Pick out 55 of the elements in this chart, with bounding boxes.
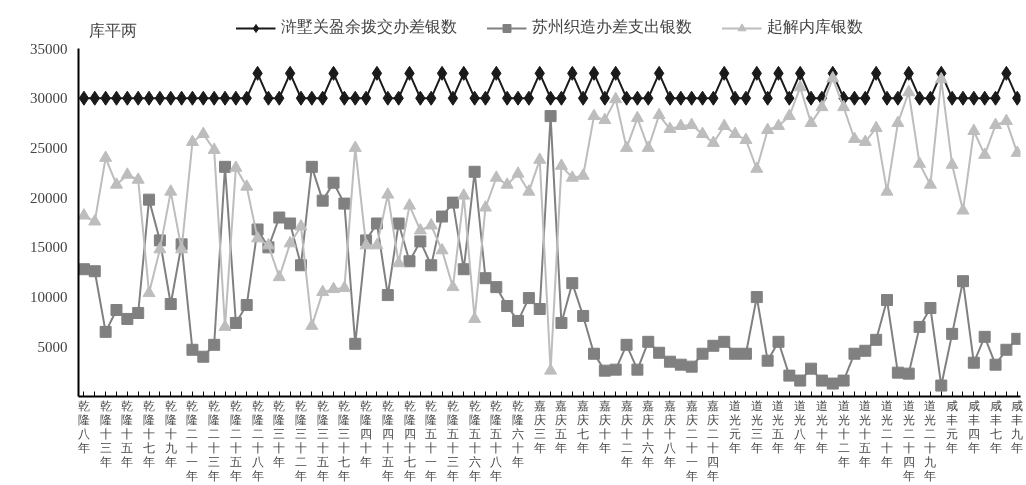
x-tick-label: 乾隆四十七年 <box>403 398 416 483</box>
legend-label: 苏州织造办差支出银数 <box>531 17 692 37</box>
x-tick-label: 乾隆六十年 <box>512 398 525 469</box>
x-tick-label: 乾隆三十七年 <box>338 398 351 483</box>
y-tick-label: 30000 <box>30 90 68 107</box>
x-tick-label: 道光三年 <box>750 398 763 455</box>
x-tick-label: 乾隆十五年 <box>121 398 134 469</box>
x-tick-label: 嘉庆七年 <box>577 398 590 455</box>
x-tick-label: 道光二十九年 <box>924 398 937 483</box>
x-tick-label: 乾隆十三年 <box>99 398 112 469</box>
x-tick-label: 乾隆二十三年 <box>208 398 221 483</box>
x-tick-label: 道光十二年 <box>837 398 850 469</box>
x-tick-label: 乾隆十七年 <box>143 398 156 469</box>
x-tick-label: 咸丰四年 <box>967 398 980 455</box>
x-tick-label: 道光二十年 <box>881 398 894 469</box>
x-tick-label: 嘉庆十二年 <box>620 398 633 469</box>
x-tick-label: 道光二十四年 <box>902 398 915 483</box>
x-tick-label: 乾隆二十五年 <box>229 398 242 483</box>
x-tick-label: 道光十年 <box>815 398 828 455</box>
x-tick-label: 乾隆八年 <box>77 398 90 455</box>
x-tick-label: 乾隆五十三年 <box>446 398 459 483</box>
legend-label: 起解内库银数 <box>766 17 863 37</box>
y-axis-title: 库平两 <box>88 21 137 39</box>
x-tick-label: 乾隆二十一年 <box>186 398 199 483</box>
x-tick-label: 嘉庆十八年 <box>663 398 676 469</box>
x-tick-label: 乾隆二十八年 <box>251 398 264 483</box>
x-tick-label: 乾隆三十二年 <box>294 398 307 483</box>
x-tick-label: 乾隆四十五年 <box>381 398 394 483</box>
x-tick-label: 乾隆三十年 <box>273 398 286 469</box>
x-tick-label: 道光八年 <box>794 398 807 455</box>
x-tick-label: 乾隆三十五年 <box>316 398 329 483</box>
x-tick-label: 嘉庆三年 <box>533 398 546 455</box>
x-tick-label: 嘉庆十六年 <box>642 398 655 469</box>
x-tick-label: 嘉庆二十一年 <box>685 398 698 483</box>
x-tick-label: 乾隆四十年 <box>360 398 373 469</box>
x-tick-label: 咸丰九年 <box>1011 398 1024 455</box>
x-tick-label: 道光元年 <box>729 398 742 455</box>
y-tick-label: 10000 <box>30 289 68 306</box>
y-tick-label: 15000 <box>30 239 68 256</box>
x-tick-label: 道光五年 <box>772 398 785 455</box>
x-tick-label: 嘉庆二十四年 <box>707 398 720 483</box>
x-tick-label: 嘉庆十年 <box>598 398 611 455</box>
y-tick-label: 35000 <box>30 40 68 57</box>
x-tick-label: 乾隆十九年 <box>164 398 177 469</box>
x-tick-label: 嘉庆五年 <box>555 398 568 455</box>
x-tick-label: 咸丰七年 <box>989 398 1002 455</box>
x-tick-label: 咸丰元年 <box>946 398 959 455</box>
x-tick-label: 乾隆五十六年 <box>468 398 481 483</box>
y-tick-label: 5000 <box>37 338 68 355</box>
x-tick-label: 乾隆五十八年 <box>490 398 503 483</box>
legend-label: 浒墅关盈余拨交办差银数 <box>280 17 457 37</box>
y-tick-label: 20000 <box>30 189 68 206</box>
y-tick-label: 25000 <box>30 139 68 156</box>
x-tick-label: 道光十五年 <box>859 398 872 469</box>
x-tick-label: 乾隆五十一年 <box>425 398 438 483</box>
